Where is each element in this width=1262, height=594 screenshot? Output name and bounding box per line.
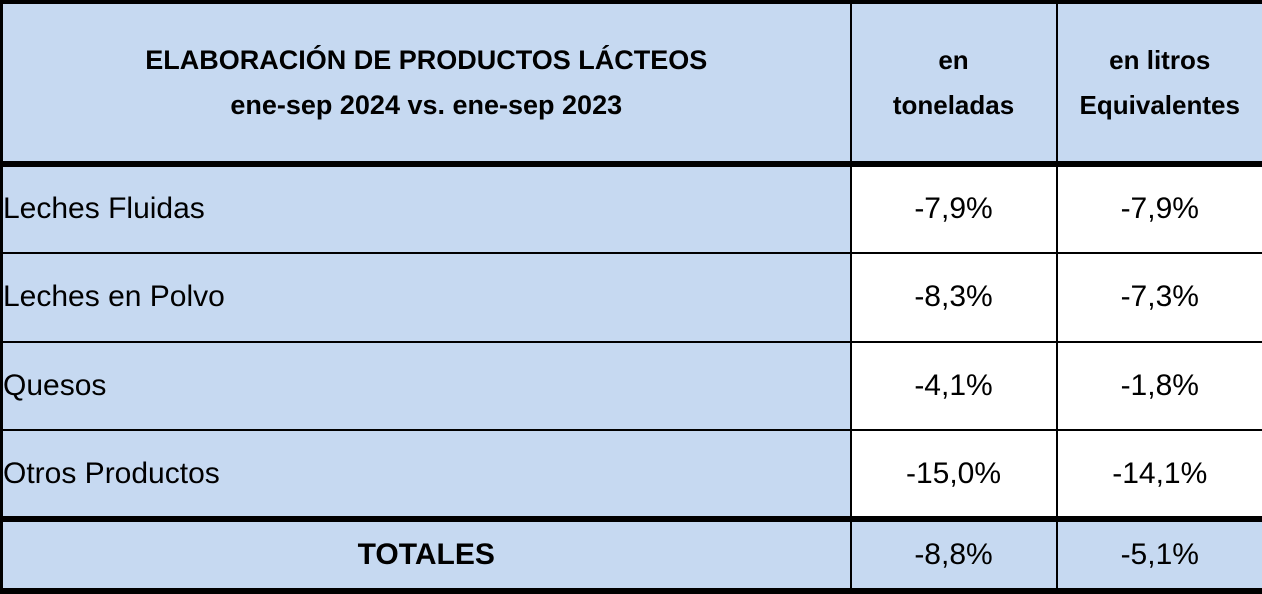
totals-label: TOTALES xyxy=(0,516,852,594)
column-header-litros-line2: Equivalentes xyxy=(1079,89,1240,120)
litros-value: -7,9% xyxy=(1055,163,1262,254)
totals-row: TOTALES -8,8% -5,1% xyxy=(0,516,1262,594)
column-header-toneladas: en toneladas xyxy=(849,0,1058,167)
litros-value: -7,3% xyxy=(1055,251,1262,343)
table-row-leches-fluidas: Leches Fluidas -7,9% -7,9% xyxy=(0,163,1262,254)
toneladas-value: -4,1% xyxy=(849,340,1058,432)
table-row-quesos: Quesos -4,1% -1,8% xyxy=(0,340,1262,432)
column-header-litros-line1: en litros xyxy=(1109,44,1211,75)
toneladas-value: -15,0% xyxy=(849,429,1058,520)
row-label: Leches en Polvo xyxy=(0,251,852,343)
toneladas-value: -8,3% xyxy=(849,251,1058,343)
table-title-line1: ELABORACIÓN DE PRODUCTOS LÁCTEOS xyxy=(145,44,708,75)
row-label: Quesos xyxy=(0,340,852,432)
column-header-litros-equivalentes: en litros Equivalentes xyxy=(1055,0,1262,167)
totals-litros-value: -5,1% xyxy=(1055,516,1262,594)
toneladas-value: -7,9% xyxy=(849,163,1058,254)
column-header-toneladas-line1: en xyxy=(938,44,969,75)
table-row-leches-en-polvo: Leches en Polvo -8,3% -7,3% xyxy=(0,251,1262,343)
row-label: Otros Productos xyxy=(0,429,852,520)
litros-value: -14,1% xyxy=(1055,429,1262,520)
totals-toneladas-value: -8,8% xyxy=(849,516,1058,594)
column-header-toneladas-line2: toneladas xyxy=(892,89,1015,120)
header-row: ELABORACIÓN DE PRODUCTOS LÁCTEOS ene-sep… xyxy=(0,0,1262,167)
table-row-otros-productos: Otros Productos -15,0% -14,1% xyxy=(0,429,1262,520)
row-label: Leches Fluidas xyxy=(0,163,852,254)
table-title-cell: ELABORACIÓN DE PRODUCTOS LÁCTEOS ene-sep… xyxy=(0,0,852,167)
table-title-line2: ene-sep 2024 vs. ene-sep 2023 xyxy=(230,89,623,120)
litros-value: -1,8% xyxy=(1055,340,1262,432)
